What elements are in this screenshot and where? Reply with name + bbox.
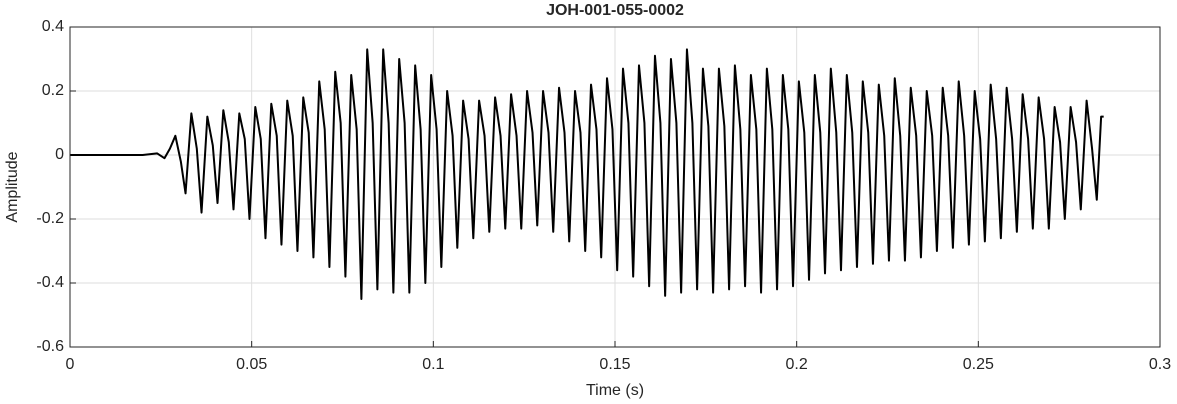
plot-frame: [69, 26, 1161, 348]
x-axis-label: Time (s): [586, 382, 644, 399]
x-tick-label: 0.3: [1149, 356, 1171, 373]
y-tick-label: -0.6: [36, 338, 64, 355]
x-tick-label: 0.15: [599, 356, 630, 373]
x-tick-label: 0.2: [786, 356, 808, 373]
x-tick-label: 0: [66, 356, 75, 373]
x-tick-label: 0.1: [422, 356, 444, 373]
y-tick-label: 0.2: [42, 82, 64, 99]
x-tick-label: 0.25: [963, 356, 994, 373]
waveform-line: [70, 48, 1104, 300]
y-tick-label: 0: [55, 146, 64, 163]
chart-title: JOH-001-055-0002: [546, 2, 684, 19]
x-tick-label: 0.05: [236, 356, 267, 373]
y-tick-label: -0.4: [36, 274, 64, 291]
y-axis-label: Amplitude: [4, 151, 21, 222]
y-tick-label: 0.4: [42, 18, 64, 35]
y-tick-label: -0.2: [36, 210, 64, 227]
